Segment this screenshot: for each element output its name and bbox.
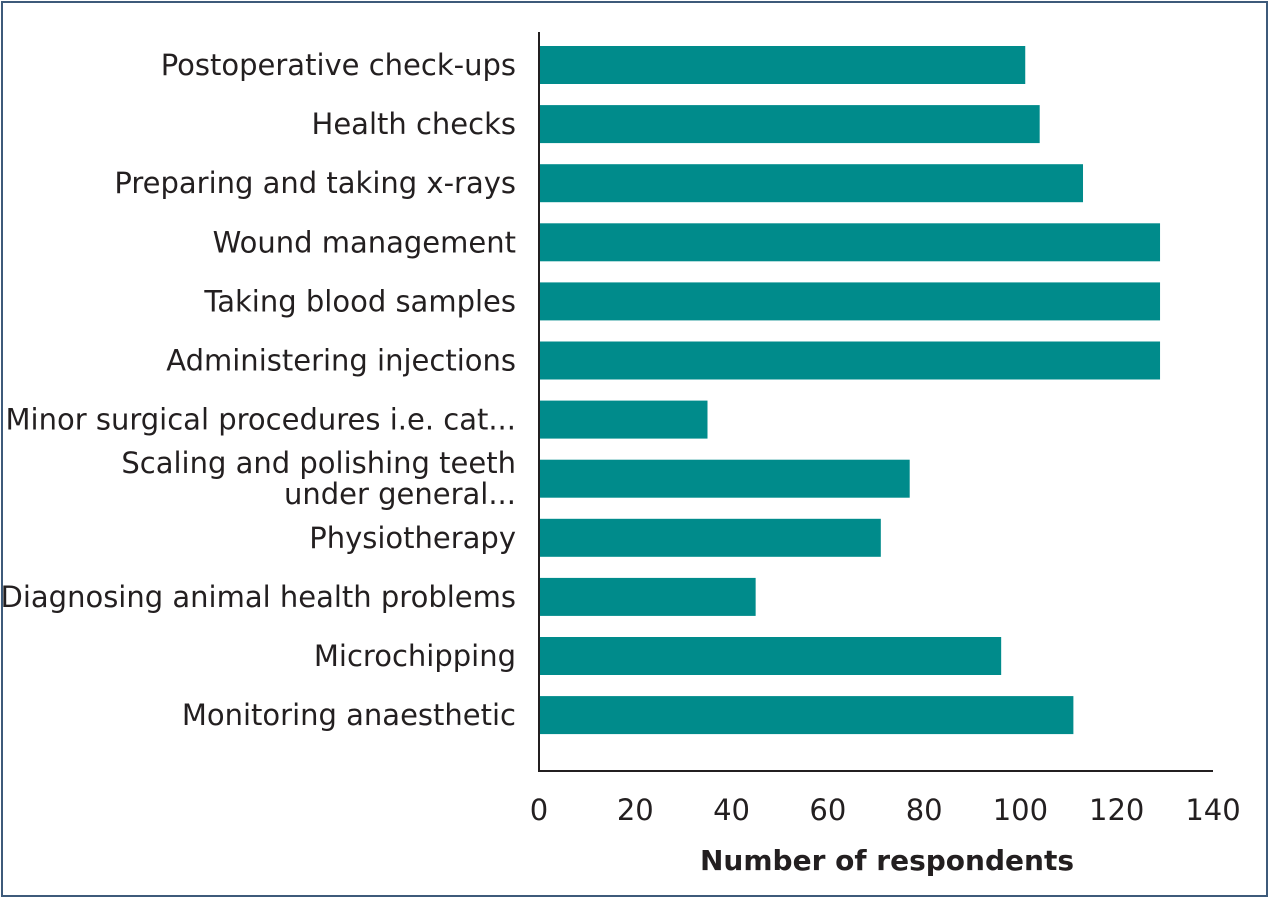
category-label: Wound management	[213, 225, 516, 259]
x-tick-label: 120	[1089, 793, 1144, 827]
category-label-line: Postoperative check-ups	[161, 48, 516, 82]
category-label-line: Taking blood samples	[203, 284, 516, 318]
bar	[539, 164, 1084, 203]
category-label: Scaling and polishing teeth under general…	[121, 446, 516, 511]
bar	[539, 223, 1161, 262]
x-axis-title: Number of respondents	[700, 844, 1074, 877]
x-tick-label: 40	[713, 793, 750, 827]
x-tick-label: 60	[809, 793, 846, 827]
category-label: Preparing and taking x-rays	[114, 166, 516, 200]
category-label: Minor surgical procedures i.e. cat...	[6, 403, 516, 437]
bar	[539, 518, 881, 557]
category-label-line: Monitoring anaesthetic	[182, 698, 516, 732]
category-label: Physiotherapy	[309, 521, 516, 555]
category-label-line: under general...	[284, 477, 516, 511]
category-label: Taking blood samples	[203, 284, 516, 318]
category-label: Postoperative check-ups	[161, 48, 516, 82]
category-label: Health checks	[312, 107, 516, 141]
category-label: Diagnosing animal health problems	[1, 580, 517, 614]
x-tick-label: 20	[617, 793, 654, 827]
category-label-line: Minor surgical procedures i.e. cat...	[6, 403, 516, 437]
category-labels: Postoperative check-ups Health checks Prep…	[1, 48, 517, 732]
bar	[539, 459, 910, 498]
x-axis-ticks: 0 20 40 60 80 100 120 140	[530, 793, 1241, 827]
x-tick-label: 140	[1185, 793, 1240, 827]
category-label-line: Administering injections	[166, 344, 516, 378]
category-label-line: Wound management	[213, 225, 516, 259]
bar	[539, 637, 1002, 675]
bar	[539, 46, 1026, 84]
category-label-line: Preparing and taking x-rays	[114, 166, 516, 200]
x-tick-label: 80	[906, 793, 943, 827]
category-label: Microchipping	[314, 639, 516, 673]
bar	[539, 282, 1161, 321]
category-label: Administering injections	[166, 344, 516, 378]
bar	[539, 105, 1040, 144]
x-tick-label: 100	[993, 793, 1048, 827]
bar	[539, 577, 756, 616]
bar	[539, 341, 1161, 380]
category-label-line: Diagnosing animal health problems	[1, 580, 517, 614]
category-label-line: Microchipping	[314, 639, 516, 673]
bars-group	[539, 46, 1161, 735]
bar	[539, 696, 1074, 735]
category-label-line: Physiotherapy	[309, 521, 516, 555]
axes	[538, 32, 1213, 772]
x-tick-label: 0	[530, 793, 548, 827]
bar	[539, 400, 708, 439]
category-label: Monitoring anaesthetic	[182, 698, 516, 732]
category-label-line: Health checks	[312, 107, 516, 141]
category-label-line: Scaling and polishing teeth	[121, 446, 516, 480]
